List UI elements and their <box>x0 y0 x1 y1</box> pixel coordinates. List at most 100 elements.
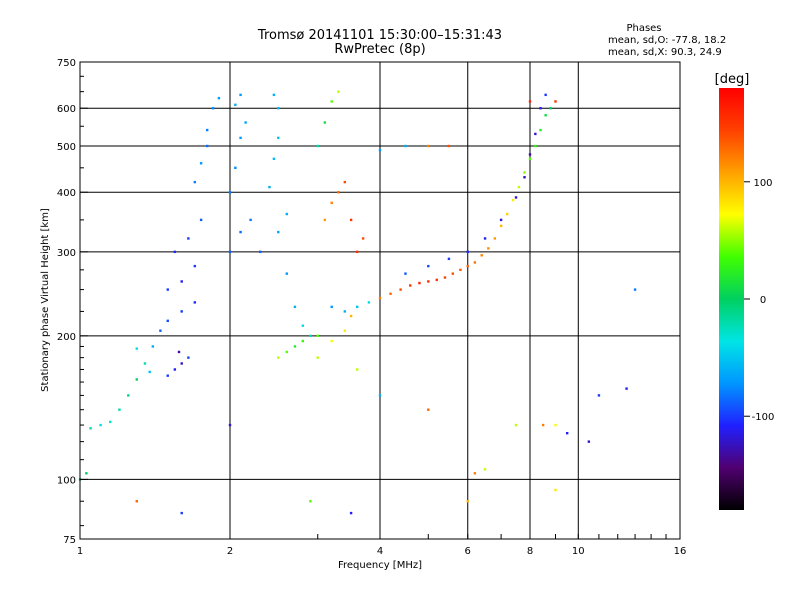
data-point <box>151 345 155 348</box>
data-point <box>554 423 557 427</box>
data-point <box>330 339 333 343</box>
y-tick-label: 500 <box>57 142 76 153</box>
legend-line-x: mean, sd,X: 90.3, 24.9 <box>608 47 722 58</box>
x-tick-label: 6 <box>465 546 471 557</box>
data-point <box>135 500 138 503</box>
data-point <box>378 296 382 300</box>
data-point <box>541 423 545 427</box>
data-point <box>549 107 552 110</box>
data-point <box>355 368 359 371</box>
data-point <box>435 278 438 282</box>
data-point <box>143 362 147 365</box>
data-point <box>399 288 402 291</box>
data-point <box>499 218 503 222</box>
data-point <box>293 345 297 348</box>
data-point <box>234 103 237 107</box>
data-point <box>193 301 197 304</box>
data-point <box>544 114 547 117</box>
data-point <box>109 420 112 424</box>
data-point <box>277 107 280 110</box>
data-point <box>539 128 542 132</box>
data-point <box>355 305 359 309</box>
data-point <box>249 218 252 222</box>
data-point <box>587 440 591 443</box>
y-axis-label: Stationary phase Virtual Height [km] <box>40 208 51 392</box>
data-point <box>205 144 209 148</box>
x-tick-label: 10 <box>572 546 585 557</box>
data-point <box>239 136 242 140</box>
data-point <box>199 218 203 222</box>
data-point <box>89 427 92 430</box>
data-point <box>234 166 237 170</box>
data-point <box>330 100 333 103</box>
data-point <box>166 288 169 291</box>
data-point <box>523 176 526 179</box>
data-point <box>554 100 557 103</box>
data-point <box>378 394 382 397</box>
data-point <box>193 180 197 184</box>
chart-title: Tromsø 20141101 15:30:00–15:31:43 <box>257 28 502 43</box>
data-point <box>259 250 262 254</box>
legend-line-o: mean, sd,O: -77.8, 18.2 <box>608 35 726 46</box>
data-point <box>285 212 288 216</box>
data-point <box>228 191 232 194</box>
colorbar-tick-label: 0 <box>760 295 766 306</box>
colorbar-ticks: 100 0 -100 <box>744 178 774 423</box>
data-point <box>173 368 177 371</box>
colorbar <box>719 88 744 510</box>
data-point <box>177 350 181 354</box>
data-point <box>316 334 319 338</box>
data-point <box>301 324 305 327</box>
data-point <box>505 212 509 216</box>
data-point <box>239 230 242 234</box>
data-point <box>187 237 190 240</box>
data-point <box>447 144 451 148</box>
data-point <box>228 250 232 254</box>
colorbar-tick-label: -100 <box>752 412 775 423</box>
y-tick-label: 400 <box>57 188 76 199</box>
data-point <box>316 144 319 148</box>
data-point <box>349 218 353 222</box>
data-point <box>330 201 333 205</box>
data-point <box>277 356 280 359</box>
x-tick-label: 8 <box>527 546 533 557</box>
data-point <box>514 423 518 427</box>
data-point <box>217 96 221 100</box>
data-point <box>625 387 628 390</box>
data-point <box>361 237 365 240</box>
data-point <box>277 136 280 140</box>
data-point <box>427 264 430 268</box>
data-point <box>517 185 521 189</box>
data-points <box>78 90 637 515</box>
data-point <box>367 301 371 304</box>
data-point <box>404 272 407 275</box>
data-point <box>301 339 305 343</box>
data-point <box>539 107 542 110</box>
data-point <box>343 310 347 313</box>
y-tick-label: 600 <box>57 104 76 115</box>
data-point <box>554 488 557 492</box>
data-point <box>378 148 382 152</box>
data-point <box>404 144 407 148</box>
y-tick-label: 75 <box>63 535 76 546</box>
data-point <box>459 268 462 272</box>
data-point <box>323 121 327 124</box>
chart-subtitle: RwPretec (8p) <box>334 42 425 57</box>
data-point <box>534 132 537 136</box>
x-tick-label: 16 <box>674 546 687 557</box>
data-point <box>473 472 477 475</box>
data-point <box>355 250 359 254</box>
data-point <box>418 281 421 285</box>
data-point <box>466 250 469 254</box>
data-point <box>427 408 430 411</box>
data-point <box>466 500 469 503</box>
data-point <box>343 329 347 332</box>
data-point <box>528 157 532 161</box>
data-point <box>483 237 487 240</box>
data-point <box>409 284 412 287</box>
y-tick-label: 200 <box>57 332 76 343</box>
data-point <box>166 374 169 377</box>
data-point <box>466 264 469 268</box>
data-point <box>499 224 503 228</box>
data-point <box>193 264 197 268</box>
